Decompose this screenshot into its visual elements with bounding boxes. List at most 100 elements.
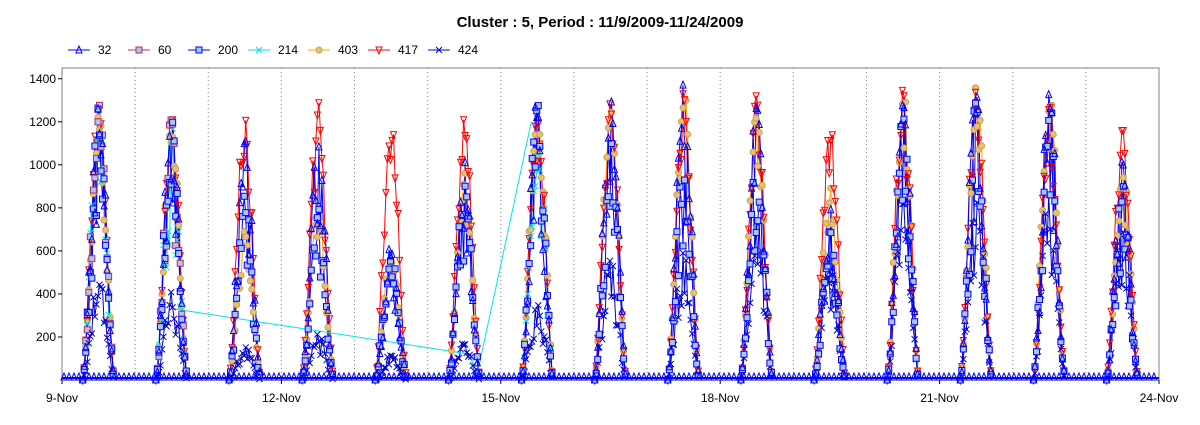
series-32-baseline-point: [345, 371, 353, 381]
series-32-baseline-point: [1015, 371, 1023, 381]
y-tick-label: 800: [36, 201, 56, 215]
series-200-point: [1109, 321, 1117, 329]
series-424-point: [381, 364, 388, 371]
series-32-point: [392, 282, 401, 292]
series-417-point: [827, 136, 835, 146]
series-32-point: [1131, 356, 1140, 365]
series-32-baseline-point: [560, 371, 568, 381]
series-32-point: [1052, 240, 1061, 249]
series-200-point: [236, 239, 244, 247]
series-32-point: [816, 308, 824, 318]
series-200-point: [237, 244, 245, 252]
series-417-point: [1104, 363, 1112, 373]
series-417-point: [526, 206, 535, 215]
series-32-point: [462, 247, 471, 257]
series-32-point: [837, 343, 846, 353]
series-32-point: [1108, 285, 1117, 295]
series-32-baseline-point: [710, 371, 718, 381]
series-417-point: [459, 116, 468, 126]
series-200-point: [962, 277, 970, 285]
series-32-point: [959, 338, 968, 348]
series-32-point: [386, 250, 395, 260]
series-32-baseline-point: [100, 371, 108, 381]
series-200-point: [539, 207, 547, 215]
series-200-point: [312, 252, 320, 260]
series-417-point: [238, 158, 247, 168]
series-417-point: [891, 224, 899, 234]
series-32-baseline-point: [575, 371, 583, 381]
series-32-baseline-point: [910, 371, 918, 381]
series-424-point: [684, 299, 691, 307]
x-tick-label: 21-Nov: [920, 391, 959, 405]
series-32-point: [667, 345, 675, 355]
series-200-point: [1110, 294, 1118, 302]
series-200-point: [620, 355, 628, 363]
series-424-point: [678, 302, 685, 310]
series-32-baseline-point: [820, 371, 828, 381]
series-417-point: [392, 201, 401, 211]
series-200-point: [82, 348, 90, 356]
series-32-point: [305, 272, 314, 282]
series-403-point: [972, 84, 980, 92]
series-32-point: [1127, 278, 1135, 288]
series-32-baseline-point: [85, 371, 93, 381]
series-200-point: [901, 187, 909, 195]
series-32-point: [1130, 339, 1138, 349]
series-200-point: [741, 334, 749, 342]
series-417-point: [977, 159, 986, 169]
series-200-point: [1115, 205, 1123, 213]
series-403-point: [313, 233, 321, 241]
series-32-point: [665, 361, 674, 371]
series-200-point: [827, 229, 835, 237]
series-32-point: [615, 229, 623, 239]
series-32-point: [301, 346, 309, 356]
series-32-point: [749, 125, 757, 135]
series-32-point: [973, 91, 981, 101]
series-200-point: [905, 255, 913, 263]
series-32-point: [755, 119, 763, 128]
series-200-point: [103, 256, 111, 264]
series-200-point: [97, 167, 105, 175]
series-32-point: [813, 354, 821, 364]
series-200-point: [979, 258, 987, 266]
series-32-point: [106, 325, 114, 335]
series-424-point: [160, 333, 167, 341]
series-200-point: [743, 314, 751, 322]
series-32-point: [534, 111, 543, 121]
series-424-point: [91, 313, 99, 321]
series-417-point: [174, 201, 183, 211]
series-32-baseline-point: [775, 371, 783, 381]
series-403-point: [102, 226, 110, 234]
series-403-point: [978, 142, 986, 150]
series-424-point: [608, 293, 615, 300]
series-32-point: [82, 342, 90, 352]
series-32-point: [100, 200, 108, 210]
series-417-point: [680, 96, 689, 105]
series-403-point: [981, 250, 989, 258]
series-32-point: [523, 297, 532, 307]
series-417-point: [1107, 307, 1115, 317]
series-32-point: [743, 266, 751, 276]
series-32-baseline-point: [920, 371, 928, 381]
series-32-point: [310, 162, 319, 171]
series-403-point: [903, 166, 911, 174]
series-417-point: [1105, 339, 1114, 349]
series-403-point: [690, 289, 698, 297]
series-200-point: [169, 118, 177, 126]
series-32-point: [234, 276, 242, 285]
series-32-point: [394, 318, 402, 328]
series-32-point: [891, 270, 899, 280]
series-417-point: [959, 337, 968, 346]
series-403-point: [673, 191, 681, 199]
series-32-point: [1043, 157, 1051, 167]
series-424-point: [539, 340, 547, 348]
series-32-baseline-point: [635, 371, 643, 381]
series-214-point: [528, 223, 536, 230]
series-417-point: [1035, 283, 1044, 293]
series-424-point: [1046, 225, 1054, 233]
series-32-point: [747, 182, 756, 192]
series-32-point: [545, 314, 553, 324]
series-32-point: [1031, 361, 1039, 370]
